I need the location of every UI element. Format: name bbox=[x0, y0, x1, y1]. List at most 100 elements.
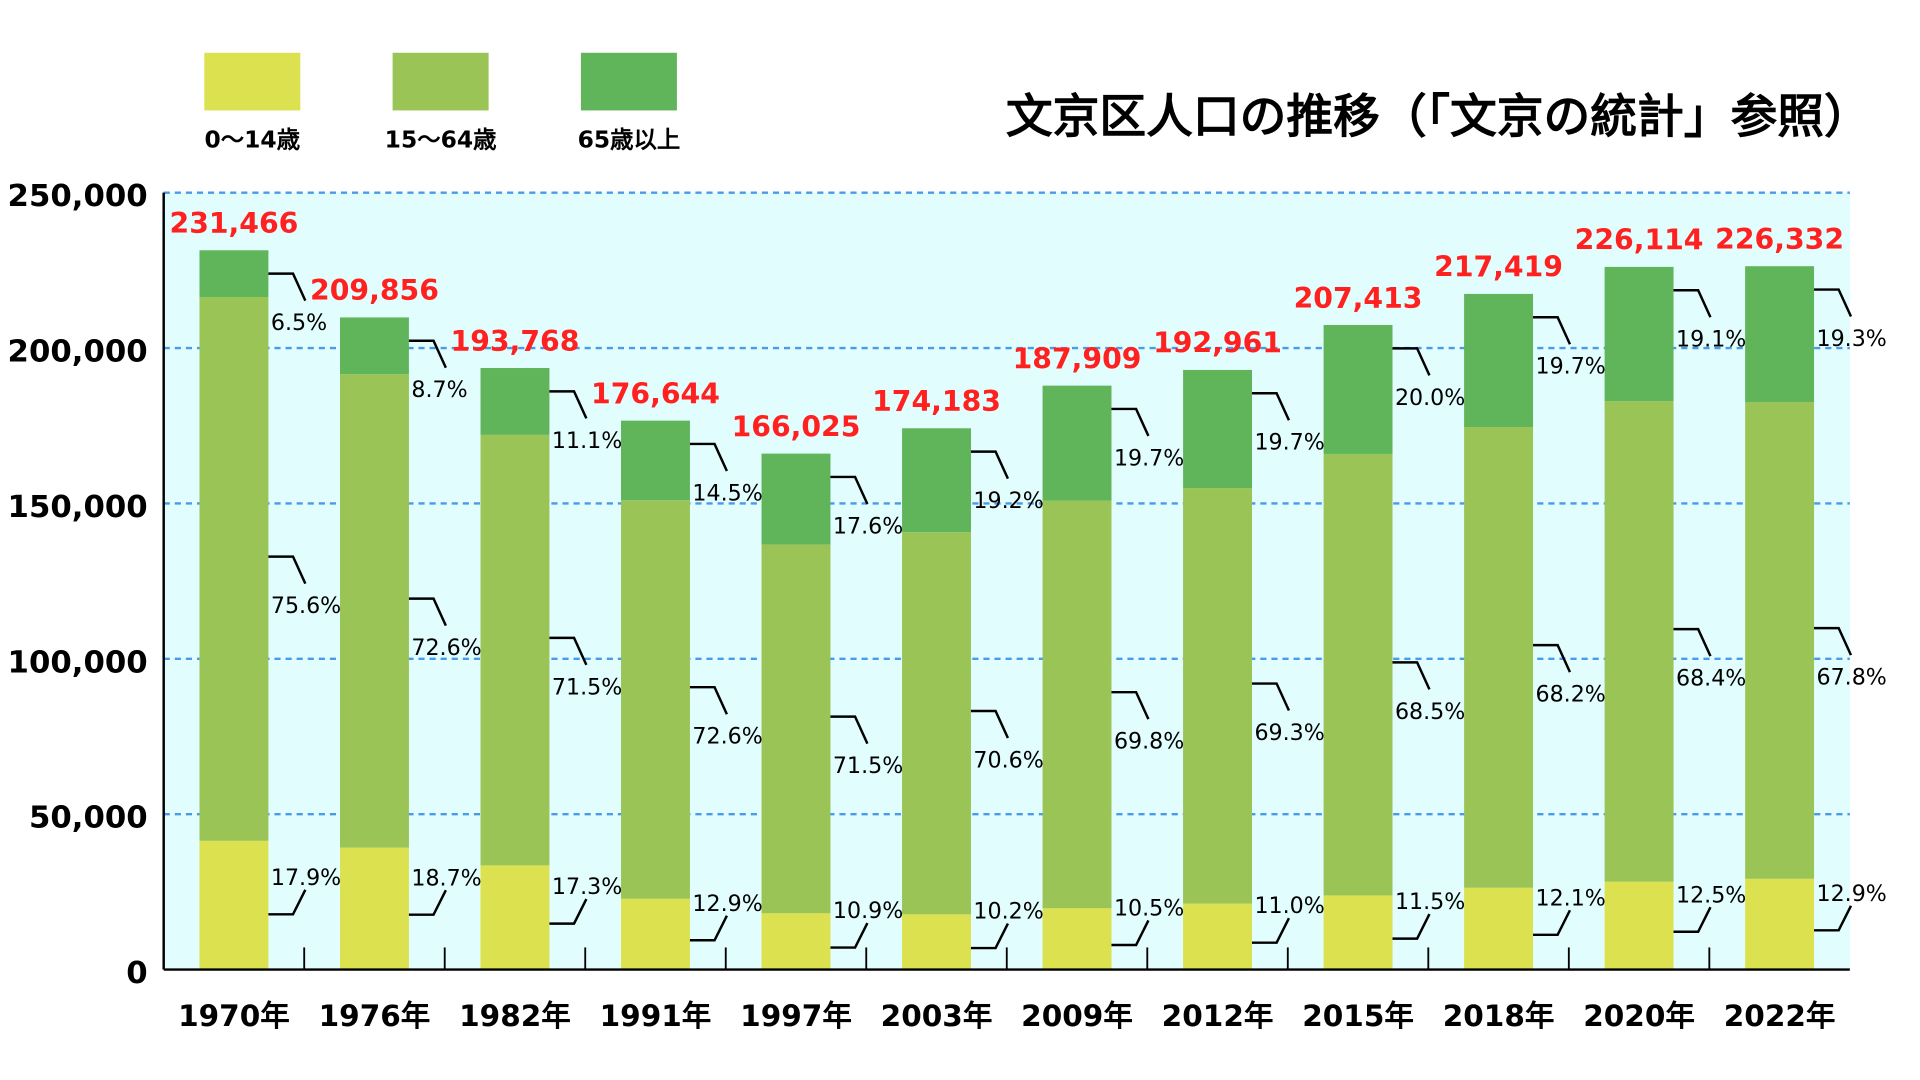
leader-line bbox=[970, 922, 1009, 950]
total-label: 176,644 bbox=[591, 377, 720, 410]
plot-background bbox=[163, 192, 1850, 970]
bar-segment-elderly bbox=[761, 453, 831, 545]
percent-label-young: 10.2% bbox=[973, 899, 1043, 925]
bar-segment-elderly bbox=[480, 368, 550, 435]
leader-line bbox=[1814, 626, 1853, 656]
leader-line bbox=[689, 442, 728, 472]
leader-line bbox=[689, 915, 728, 942]
bar-segment-young bbox=[902, 914, 971, 970]
percent-label-working: 67.8% bbox=[1817, 665, 1887, 691]
leader-line bbox=[268, 272, 307, 302]
chart-title: 文京区人口の推移（「文京の統計」参照） bbox=[1006, 91, 1871, 145]
percent-label-elderly: 20.0% bbox=[1395, 385, 1465, 411]
percent-label-elderly: 19.1% bbox=[1676, 327, 1746, 353]
y-tick-label: 250,000 bbox=[8, 178, 148, 214]
bar-segment-young bbox=[1042, 908, 1112, 970]
total-label: 226,114 bbox=[1575, 224, 1704, 257]
y-tick-label: 200,000 bbox=[8, 334, 148, 370]
percent-label-working: 69.8% bbox=[1114, 729, 1184, 755]
leader-line bbox=[1533, 909, 1572, 937]
percent-label-young: 12.9% bbox=[1817, 881, 1887, 907]
bar-segment-young bbox=[1323, 895, 1393, 970]
leader-line bbox=[970, 450, 1010, 480]
leader-line bbox=[549, 390, 588, 419]
percent-label-young: 10.9% bbox=[833, 898, 903, 924]
bar-segment-working bbox=[1042, 500, 1112, 909]
leader-line bbox=[830, 922, 869, 949]
x-tick-label: 1976年 bbox=[319, 999, 431, 1033]
percent-label-working: 72.6% bbox=[411, 635, 481, 661]
bar-segment-working bbox=[199, 297, 269, 841]
x-tick-label: 2022年 bbox=[1724, 999, 1836, 1033]
percent-label-young: 17.3% bbox=[552, 874, 622, 900]
percent-label-elderly: 19.7% bbox=[1254, 430, 1324, 456]
legend-label: 15～64歳 bbox=[385, 125, 497, 153]
leader-line bbox=[1533, 643, 1572, 673]
x-tick-label: 1970年 bbox=[178, 999, 290, 1033]
bar-segment-elderly bbox=[1464, 293, 1534, 428]
leader-line bbox=[970, 709, 1010, 739]
bar-segment-working bbox=[480, 434, 550, 866]
percent-label-working: 70.6% bbox=[973, 747, 1043, 773]
bar-segment-working bbox=[761, 544, 831, 914]
leader-line bbox=[1252, 682, 1291, 712]
leader-line bbox=[1814, 905, 1853, 932]
bar-segment-working bbox=[340, 374, 409, 848]
leader-line bbox=[1673, 906, 1712, 933]
percent-label-young: 12.9% bbox=[692, 891, 762, 917]
percent-label-young: 11.0% bbox=[1254, 893, 1324, 919]
x-tick-label: 2015年 bbox=[1302, 999, 1414, 1033]
leader-line bbox=[268, 889, 307, 916]
bar-segment-young bbox=[199, 840, 269, 970]
legend-label: 0～14歳 bbox=[205, 125, 301, 153]
y-tick-label: 150,000 bbox=[8, 489, 148, 525]
percent-label-elderly: 19.7% bbox=[1535, 354, 1605, 380]
total-label: 207,413 bbox=[1294, 282, 1423, 315]
bar-segment-young bbox=[340, 847, 409, 970]
x-tick-label: 2020年 bbox=[1583, 999, 1695, 1033]
y-tick-label: 100,000 bbox=[8, 644, 148, 680]
leader-line bbox=[1673, 288, 1712, 318]
bar-segment-young bbox=[480, 865, 550, 970]
total-label: 217,419 bbox=[1434, 251, 1563, 284]
leader-line bbox=[1252, 917, 1291, 944]
bar-segment-elderly bbox=[199, 250, 269, 298]
total-label: 193,768 bbox=[451, 325, 580, 358]
leader-line bbox=[268, 555, 307, 585]
bar-segment-elderly bbox=[1323, 325, 1393, 454]
leader-line bbox=[408, 889, 447, 916]
leader-line bbox=[1111, 919, 1150, 947]
y-tick-label: 0 bbox=[126, 955, 147, 991]
percent-label-young: 10.5% bbox=[1114, 896, 1184, 922]
bar-segment-elderly bbox=[1745, 266, 1815, 402]
leader-line bbox=[408, 597, 447, 627]
x-tick-label: 2009年 bbox=[1021, 999, 1133, 1033]
bar-segment-young bbox=[621, 898, 690, 970]
percent-label-young: 18.7% bbox=[411, 865, 481, 891]
x-tick-label: 1982年 bbox=[459, 999, 571, 1033]
percent-label-working: 68.4% bbox=[1676, 666, 1746, 692]
leader-line bbox=[1814, 288, 1853, 318]
bar-segment-elderly bbox=[340, 317, 409, 375]
percent-label-elderly: 19.7% bbox=[1114, 445, 1184, 471]
percent-label-elderly: 6.5% bbox=[271, 310, 327, 336]
legend-swatch bbox=[580, 52, 677, 111]
bar-segment-elderly bbox=[1042, 385, 1112, 501]
leader-line bbox=[1392, 913, 1431, 940]
legend-swatch bbox=[204, 52, 301, 111]
bar-segment-working bbox=[1183, 488, 1252, 904]
bar-segment-working bbox=[1323, 453, 1393, 896]
percent-label-working: 68.2% bbox=[1535, 682, 1605, 708]
percent-label-working: 71.5% bbox=[552, 674, 622, 700]
percent-label-elderly: 19.2% bbox=[973, 488, 1043, 514]
bar-segment-working bbox=[1745, 401, 1815, 879]
total-label: 209,856 bbox=[310, 274, 439, 307]
leader-line bbox=[1111, 407, 1150, 437]
percent-label-young: 12.5% bbox=[1676, 882, 1746, 908]
percent-label-elderly: 14.5% bbox=[692, 480, 762, 506]
bar-segment-working bbox=[1464, 427, 1534, 888]
percent-label-working: 69.3% bbox=[1254, 720, 1324, 746]
percent-label-working: 71.5% bbox=[833, 753, 903, 779]
bar-segment-working bbox=[902, 532, 971, 915]
